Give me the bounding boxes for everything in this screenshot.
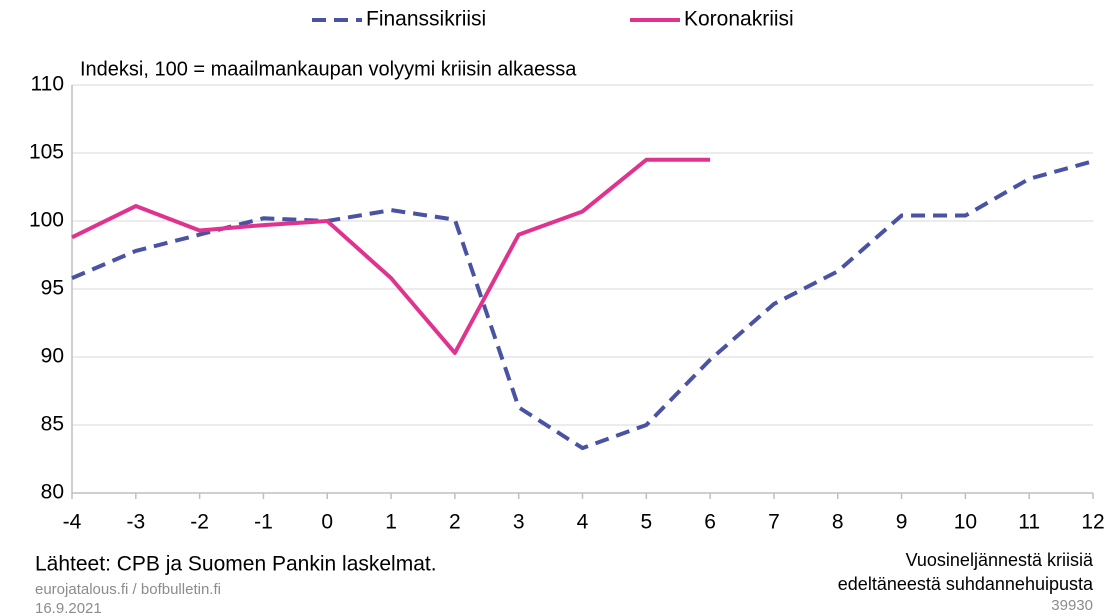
x-tick-label: 2	[449, 511, 461, 534]
y-tick-label: 85	[41, 413, 64, 436]
y-tick-label: 105	[29, 141, 64, 164]
x-tick-label: 3	[513, 511, 525, 534]
legend-label: Koronakriisi	[684, 8, 794, 31]
x-tick-label: 4	[577, 511, 589, 534]
y-tick-label: 100	[29, 209, 64, 232]
x-tick-label: 7	[768, 511, 780, 534]
x-tick-label: 11	[1018, 511, 1040, 534]
x-tick-label: -3	[126, 511, 145, 534]
x-axis-label: edeltäneestä suhdannehuipusta	[838, 574, 1094, 594]
x-tick-label: -4	[63, 511, 82, 534]
x-tick-label: 1	[385, 511, 397, 534]
x-tick-label: 8	[832, 511, 844, 534]
y-tick-label: 95	[41, 277, 64, 300]
legend-label: Finanssikriisi	[366, 8, 486, 31]
y-tick-label: 90	[41, 345, 64, 368]
x-tick-label: 5	[640, 511, 652, 534]
x-tick-label: 12	[1081, 511, 1104, 534]
x-tick-label: -2	[190, 511, 209, 534]
x-tick-label: 0	[321, 511, 333, 534]
series-line	[71, 157, 711, 355]
x-tick-label: 6	[704, 511, 716, 534]
y-tick-label: 110	[31, 73, 64, 96]
footer: eurojatalous.fi / bofbulletin.fi	[35, 581, 221, 598]
footer: 16.9.2021	[35, 600, 102, 616]
series-line	[71, 159, 1094, 451]
chart-subtitle: Indeksi, 100 = maailmankaupan volyymi kr…	[80, 58, 577, 80]
x-tick-label: 10	[954, 511, 977, 534]
source: Lähteet: CPB ja Suomen Pankin laskelmat.	[35, 553, 437, 576]
x-tick-label: -1	[254, 511, 273, 534]
y-tick-label: 80	[41, 481, 64, 504]
chart-code: 39930	[1051, 597, 1093, 614]
x-axis-label: Vuosineljännestä kriisiä	[906, 550, 1094, 570]
x-tick-label: 9	[896, 511, 908, 534]
